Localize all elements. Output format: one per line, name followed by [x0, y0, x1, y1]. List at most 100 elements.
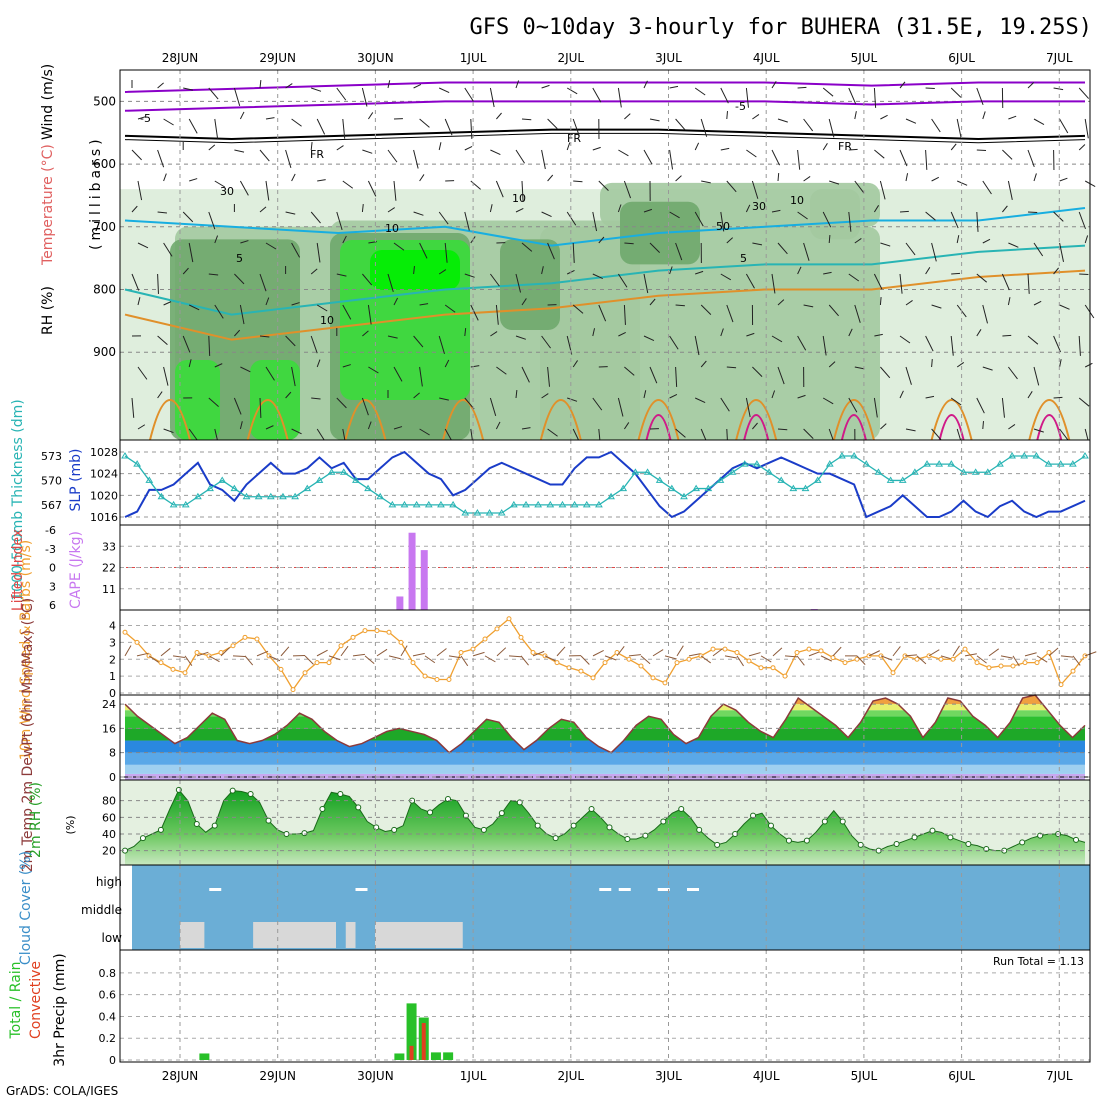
wind-barb [643, 208, 653, 213]
top-date-label: 30JUN [357, 51, 394, 65]
wind-barb [1059, 304, 1070, 310]
wind-speed-point [446, 677, 452, 682]
wind-barb [285, 149, 292, 169]
wind-barb [336, 145, 344, 151]
wind-speed-point [482, 636, 488, 642]
thickness-point [497, 509, 506, 516]
wind-barb [803, 176, 811, 182]
wind-barb [438, 142, 442, 151]
thickness-point [485, 509, 494, 516]
wind-barb [464, 327, 467, 337]
wind-barb [623, 304, 626, 325]
slp-thickness-panel: 1028 1024 1020 1016 573 570 567 [41, 440, 1090, 525]
wind-barb [367, 112, 374, 120]
contour-label: 10 [385, 222, 399, 235]
precip-total-legend: Total / Rain [8, 961, 24, 1039]
wind-barb [1053, 211, 1064, 222]
temp-tick-label: 24 [102, 698, 116, 711]
wind-barb [208, 144, 216, 151]
thickness-point [145, 476, 154, 483]
wind-barb [880, 423, 887, 430]
wind-barb [950, 397, 962, 406]
wind-barb [419, 242, 428, 259]
wind-barb [745, 87, 749, 108]
wind-barb [874, 333, 883, 337]
wind-barb-10m [1060, 655, 1073, 658]
rh-point [301, 830, 308, 837]
wind-barb [828, 234, 831, 244]
wind-barb [1084, 362, 1093, 368]
wind-barb [183, 87, 193, 91]
wind-barb [1027, 391, 1033, 399]
wind-barb [925, 335, 934, 352]
rh-point [247, 791, 254, 797]
wind-barb [163, 366, 169, 386]
isotherm-freezing-2 [124, 132, 1086, 144]
wind-barb-10m [1024, 652, 1037, 657]
wind-barb [489, 87, 495, 108]
thickness-point [801, 484, 810, 492]
wind-barb [720, 87, 729, 104]
wind-barb [669, 149, 674, 170]
wind10m-panel: 4 3 2 1 0 [109, 610, 1097, 700]
wind-barb [617, 273, 628, 288]
wind-barb [720, 147, 730, 151]
wind-barb [1078, 87, 1090, 99]
wind-barb [490, 331, 498, 337]
wind-barb [310, 141, 313, 151]
wind-barb [470, 118, 473, 139]
wind-barb [515, 149, 525, 164]
wind-barb-10m [652, 649, 664, 657]
thickness-point [424, 500, 433, 508]
wind-barb [956, 118, 962, 138]
wind-barb [592, 273, 603, 279]
wind-barb [157, 391, 163, 399]
wind-barb [1033, 118, 1045, 125]
wind-barb [1001, 273, 1010, 291]
thickness-point [437, 500, 445, 508]
wind-barb [899, 335, 911, 344]
wind-speed-point [422, 673, 428, 679]
rh-point [839, 818, 846, 825]
wind-barb [131, 273, 140, 291]
wind-barb [726, 304, 734, 323]
cloud-level-label: middle [81, 903, 122, 917]
low-cloud-block [253, 922, 278, 948]
wind-barb [598, 180, 609, 191]
wind-barb [623, 422, 630, 430]
wind-barb [234, 273, 245, 285]
precip-tick-label: 0.6 [99, 989, 117, 1002]
thickness-point [704, 484, 713, 492]
wind-barb-10m [700, 655, 712, 664]
wind-barb-10m [520, 655, 529, 666]
wind-barb [1059, 242, 1064, 262]
wind-speed-point [290, 687, 296, 693]
wind-barb [643, 80, 648, 89]
wind-barb [521, 298, 527, 306]
thickness-point [242, 492, 251, 500]
wind-barb [1027, 149, 1035, 168]
wind-barb-10m [664, 655, 677, 660]
wind-barb [265, 242, 277, 250]
wind-barb [726, 180, 737, 193]
rh-blob [810, 189, 860, 240]
wind-barb [1027, 82, 1035, 89]
top-date-label: 2JUL [557, 51, 584, 65]
rh-blob [175, 360, 220, 440]
wind-barb-10m [1072, 655, 1081, 666]
wind-barb [157, 273, 159, 294]
pressure-tick-label: 600 [93, 157, 116, 171]
wind-speed-point [494, 626, 500, 632]
wind-barb [182, 211, 194, 223]
wind-barb-10m [316, 649, 328, 657]
wind-barb [1008, 242, 1019, 248]
thickness-label: 1000-500mb Thickness (dm) [10, 399, 26, 600]
wind-barb [797, 149, 801, 170]
wind-barb [259, 397, 262, 418]
rh-point [265, 817, 272, 824]
thickness-point [279, 492, 287, 500]
wind-barb [982, 111, 986, 120]
rh-point [678, 806, 685, 812]
wind-barb [976, 273, 987, 283]
thickness-point [230, 484, 239, 492]
